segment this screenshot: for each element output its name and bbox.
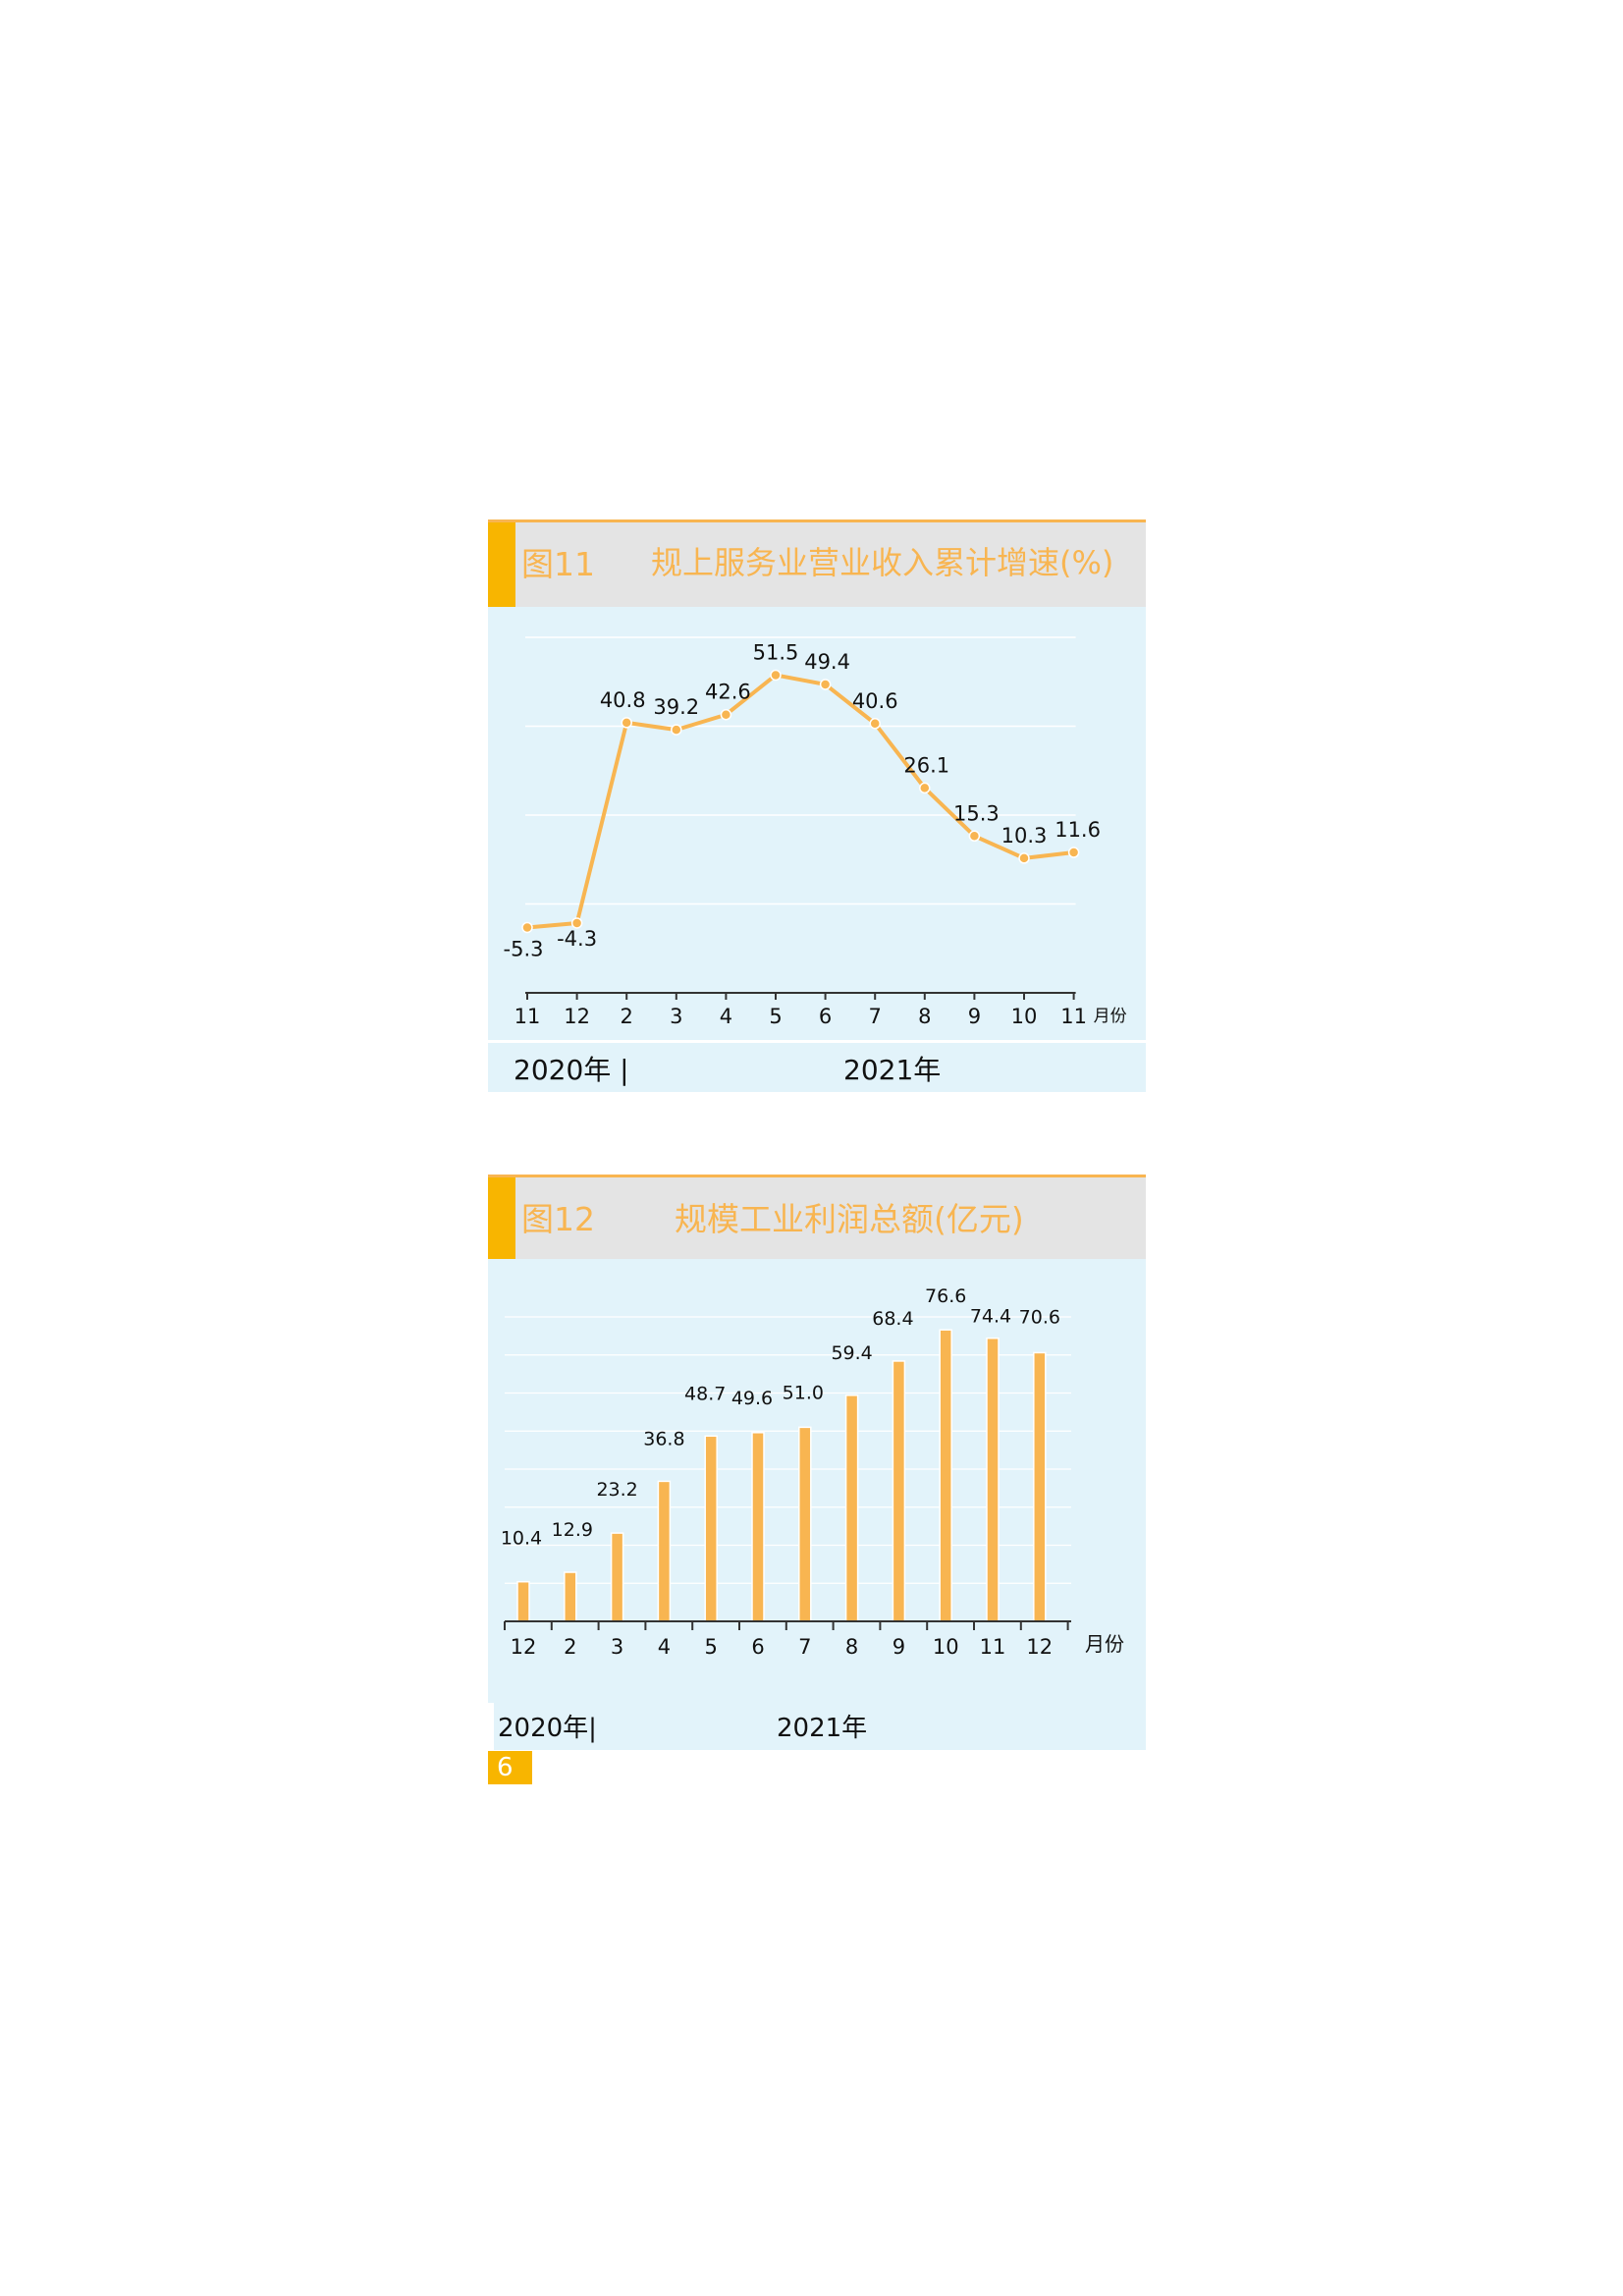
- year-separator: [488, 1040, 1146, 1043]
- x-tick-label: 6: [751, 1635, 764, 1659]
- data-label: 10.4: [501, 1528, 542, 1550]
- bar: [657, 1480, 672, 1622]
- data-label: 49.4: [804, 650, 850, 674]
- x-tick-label: 10: [1011, 1005, 1038, 1028]
- year-2021-label: 2021年: [777, 1714, 868, 1743]
- year-2020-label: 2020年 |: [514, 1054, 629, 1086]
- figure-12-body: 12 2 3 4 5 6 7 8 9 10 11 12 月份 10.4 12.9 23.2 36.8 48.7 49…: [488, 1259, 1146, 1750]
- bar: [751, 1432, 765, 1622]
- x-tick-label: 3: [611, 1635, 623, 1659]
- data-label: -5.3: [504, 937, 544, 960]
- data-label: 15.3: [953, 801, 1000, 825]
- x-tick-label: 2: [564, 1635, 576, 1659]
- x-tick-label: 11: [980, 1635, 1006, 1659]
- bar: [1033, 1351, 1047, 1622]
- x-tick-label: 7: [798, 1635, 811, 1659]
- data-point: [1067, 847, 1080, 858]
- x-tick-label: 9: [968, 1005, 981, 1028]
- data-label: 10.3: [1001, 824, 1048, 847]
- data-label: -4.3: [557, 927, 597, 951]
- bar-chart-industrial-profit: 12 2 3 4 5 6 7 8 9 10 11 12 月份 10.4 12.923.2 36.8 48.7 49…: [501, 1285, 1124, 1659]
- bar: [610, 1532, 624, 1622]
- data-point: [671, 724, 682, 736]
- figure-11-year-row: 2020年 | 2021年: [488, 1045, 1146, 1092]
- data-label: 42.6: [705, 681, 751, 704]
- x-tick-label: 8: [918, 1005, 931, 1028]
- bar: [564, 1571, 577, 1622]
- data-point: [621, 717, 632, 729]
- figure-12: 图12 规模工业利润总额(亿元) 12 2 3 4 5 6 7 8 9 10 11 12 月份 10.4 1…: [488, 1175, 1146, 1750]
- data-label: 51.0: [783, 1382, 824, 1403]
- bar: [516, 1580, 530, 1622]
- left-gap: [488, 1703, 494, 1750]
- data-label: 11.6: [1055, 818, 1101, 842]
- data-point: [1018, 852, 1030, 864]
- x-tick-label: 12: [511, 1635, 537, 1659]
- data-label: 59.4: [831, 1342, 872, 1364]
- data-point: [770, 669, 782, 682]
- data-label: 36.8: [643, 1428, 684, 1449]
- x-tick-label: 11: [1060, 1005, 1087, 1028]
- data-point: [919, 782, 931, 794]
- bar: [704, 1435, 718, 1622]
- year-2020-label: 2020年|: [498, 1714, 597, 1743]
- data-label: 26.1: [903, 753, 949, 777]
- x-tick-label: 7: [869, 1005, 882, 1028]
- data-label: 40.6: [852, 689, 898, 713]
- data-label: 48.7: [684, 1383, 726, 1404]
- data-label: 40.8: [600, 688, 646, 712]
- figure-11: 图11 规上服务业营业收入累计增速(%) 11 12 2 3 4 5 6 7 8 9 10 11 月份 -…: [488, 519, 1146, 1092]
- x-axis-unit: 月份: [1094, 1007, 1127, 1026]
- bar: [798, 1426, 812, 1622]
- figure-11-header: 图11 规上服务业营业收入累计增速(%): [488, 519, 1146, 607]
- x-tick-label: 3: [670, 1005, 682, 1028]
- data-label: 39.2: [653, 695, 699, 719]
- data-label: 49.6: [731, 1388, 773, 1409]
- data-point: [968, 830, 981, 843]
- bar: [939, 1329, 952, 1622]
- x-tick-label: 2: [621, 1005, 633, 1028]
- data-point: [521, 921, 533, 934]
- data-label: 76.6: [925, 1285, 966, 1307]
- header-accent-bar: [488, 1177, 515, 1259]
- x-tick-label: 6: [819, 1005, 832, 1028]
- data-point: [819, 679, 832, 690]
- year-2021-label: 2021年: [843, 1054, 942, 1086]
- bar: [986, 1337, 1000, 1622]
- x-tick-label: 11: [514, 1005, 541, 1028]
- x-tick-label: 5: [769, 1005, 782, 1028]
- x-tick-label: 5: [705, 1635, 718, 1659]
- data-point: [869, 718, 881, 730]
- figure-12-title: 规模工业利润总额(亿元): [675, 1200, 1024, 1238]
- x-tick-label: 9: [893, 1635, 905, 1659]
- data-label: 74.4: [970, 1306, 1011, 1328]
- page-number: 6: [488, 1751, 532, 1784]
- x-tick-label: 4: [658, 1635, 671, 1659]
- x-tick-label: 4: [720, 1005, 732, 1028]
- x-tick-label: 10: [933, 1635, 959, 1659]
- data-label: 51.5: [753, 640, 799, 664]
- x-tick-label: 12: [1026, 1635, 1053, 1659]
- data-label: 68.4: [872, 1308, 913, 1330]
- data-point: [720, 708, 732, 721]
- header-accent-bar: [488, 522, 515, 607]
- figure-11-body: 11 12 2 3 4 5 6 7 8 9 10 11 月份 -5.3 -4.3 40.8 39.2 42.6 51…: [488, 607, 1146, 1045]
- figure-12-number: 图12: [521, 1200, 595, 1238]
- bar: [844, 1394, 859, 1622]
- x-tick-label: 8: [845, 1635, 858, 1659]
- figure-11-number: 图11: [521, 545, 595, 583]
- bar: [892, 1360, 906, 1622]
- figure-11-title: 规上服务业营业收入累计增速(%): [651, 544, 1114, 581]
- data-label: 23.2: [596, 1479, 637, 1501]
- line-chart-service-revenue-growth: 11 12 2 3 4 5 6 7 8 9 10 11 月份 -5.3 -4.3 40.8 39.2 42.651…: [504, 636, 1127, 1028]
- series-line: [526, 673, 1074, 930]
- x-axis-unit: 月份: [1085, 1632, 1124, 1656]
- data-label: 70.6: [1019, 1306, 1060, 1328]
- figure-12-header: 图12 规模工业利润总额(亿元): [488, 1175, 1146, 1259]
- data-point: [570, 917, 583, 929]
- data-label: 12.9: [552, 1519, 593, 1541]
- x-tick-label: 12: [564, 1005, 590, 1028]
